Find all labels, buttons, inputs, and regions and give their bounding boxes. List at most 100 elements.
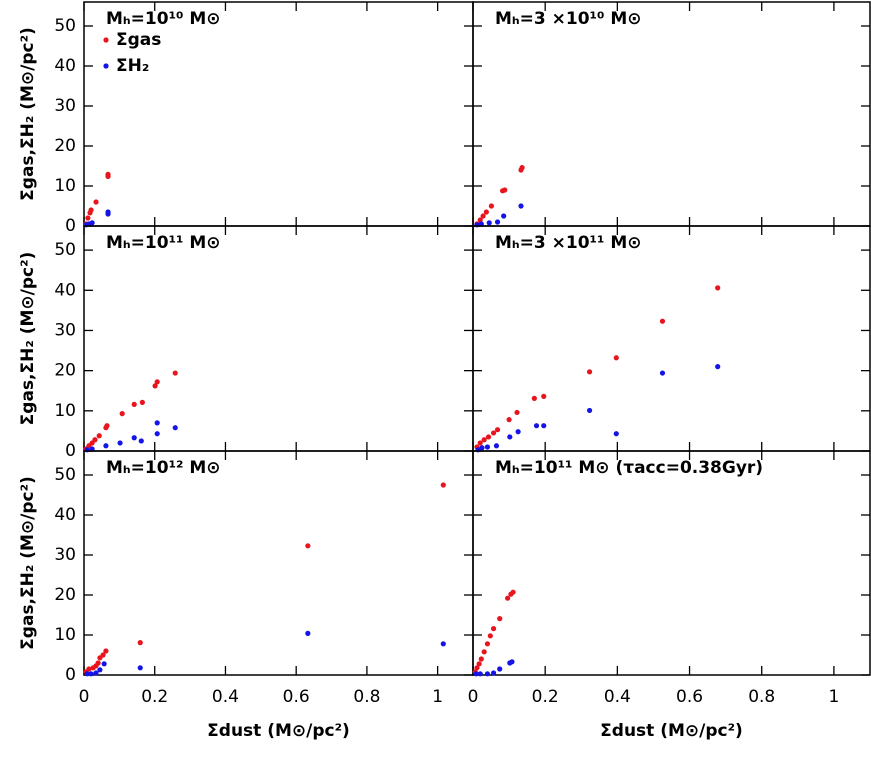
point — [154, 420, 160, 426]
point — [95, 660, 101, 666]
point — [154, 379, 160, 385]
x-tick-label: 0.4 — [212, 687, 239, 707]
y-tick-label: 30 — [54, 320, 76, 340]
legend-marker — [103, 63, 109, 69]
x-tick-label: 1 — [432, 687, 443, 707]
point — [138, 438, 144, 444]
point — [305, 543, 311, 549]
panel-frame — [83, 225, 474, 452]
legend-label: ΣH₂ — [116, 56, 149, 76]
point — [490, 430, 497, 436]
point — [105, 209, 111, 215]
x-tick-label: 0.2 — [532, 687, 559, 707]
point — [518, 203, 524, 209]
panel-title: Mₕ=10¹⁰ M⊙ — [106, 9, 221, 29]
x-tick-label: 0 — [468, 687, 479, 707]
point — [172, 425, 178, 431]
point — [117, 440, 123, 446]
panel-frame — [472, 225, 871, 452]
point — [473, 671, 479, 677]
point — [509, 659, 515, 665]
point — [92, 437, 98, 443]
panel-title: Mₕ=3 ×10¹⁰ M⊙ — [495, 9, 642, 29]
point — [494, 427, 501, 433]
point — [172, 370, 178, 376]
point — [488, 203, 495, 209]
point — [93, 199, 99, 205]
point — [715, 285, 721, 291]
point — [139, 399, 145, 405]
x-tick-label: 1 — [828, 687, 839, 707]
point — [103, 648, 109, 654]
point — [93, 670, 99, 676]
point — [137, 640, 143, 646]
point — [501, 213, 507, 219]
y-tick-label: 20 — [54, 136, 76, 156]
point — [105, 171, 111, 177]
point — [507, 434, 513, 440]
x-tick-label: 0 — [79, 687, 90, 707]
point — [484, 641, 491, 647]
point — [494, 219, 501, 225]
point — [515, 429, 521, 435]
y-tick-label: 10 — [54, 625, 76, 645]
point — [477, 671, 483, 677]
y-tick-label: 40 — [54, 505, 76, 525]
point — [119, 411, 125, 417]
point — [104, 423, 110, 429]
panel-frame — [472, 1, 871, 227]
x-tick-label: 0.4 — [604, 687, 631, 707]
y-tick-label: 10 — [54, 176, 76, 196]
point — [101, 661, 107, 667]
point — [490, 626, 497, 632]
point — [103, 443, 109, 449]
point — [100, 652, 106, 658]
point — [152, 383, 158, 389]
panel-title: Mₕ=10¹¹ M⊙ — [106, 233, 221, 253]
point — [497, 666, 503, 672]
point — [477, 217, 483, 223]
point — [131, 401, 137, 407]
y-tick-label: 0 — [65, 665, 76, 685]
point — [541, 423, 547, 429]
point — [478, 656, 484, 662]
point — [477, 440, 483, 446]
point — [474, 665, 480, 671]
point — [480, 213, 486, 219]
y-tick-label: 40 — [54, 56, 76, 76]
x-axis-label: Σdust (M⊙/pc²) — [207, 721, 350, 741]
point — [96, 433, 102, 439]
point — [541, 393, 547, 399]
point — [613, 431, 619, 437]
point — [533, 423, 540, 429]
x-tick-label: 0.2 — [141, 687, 168, 707]
panel-title: Mₕ=10¹² M⊙ — [106, 458, 221, 478]
point — [481, 437, 487, 443]
x-tick-label: 0.6 — [283, 687, 310, 707]
point — [85, 215, 91, 221]
y-tick-label: 40 — [54, 280, 76, 300]
point — [484, 444, 491, 450]
legend-label: Σgas — [116, 30, 161, 50]
point — [531, 395, 537, 401]
point — [481, 649, 487, 655]
point — [487, 633, 493, 639]
point — [485, 434, 492, 440]
y-tick-label: 50 — [54, 16, 76, 36]
point — [502, 187, 508, 193]
point — [305, 630, 311, 637]
point — [586, 407, 593, 414]
y-tick-label: 20 — [54, 585, 76, 605]
panel-frame — [472, 450, 871, 676]
x-tick-label: 0.6 — [676, 687, 703, 707]
point — [490, 670, 497, 676]
y-tick-label: 30 — [54, 545, 76, 565]
point — [440, 482, 446, 488]
point — [586, 369, 593, 375]
point — [497, 616, 503, 622]
y-axis-label: Σgas,ΣH₂ (M⊙/pc²) — [18, 476, 38, 650]
point — [659, 318, 666, 324]
legend-marker — [103, 37, 109, 43]
point — [514, 409, 520, 416]
